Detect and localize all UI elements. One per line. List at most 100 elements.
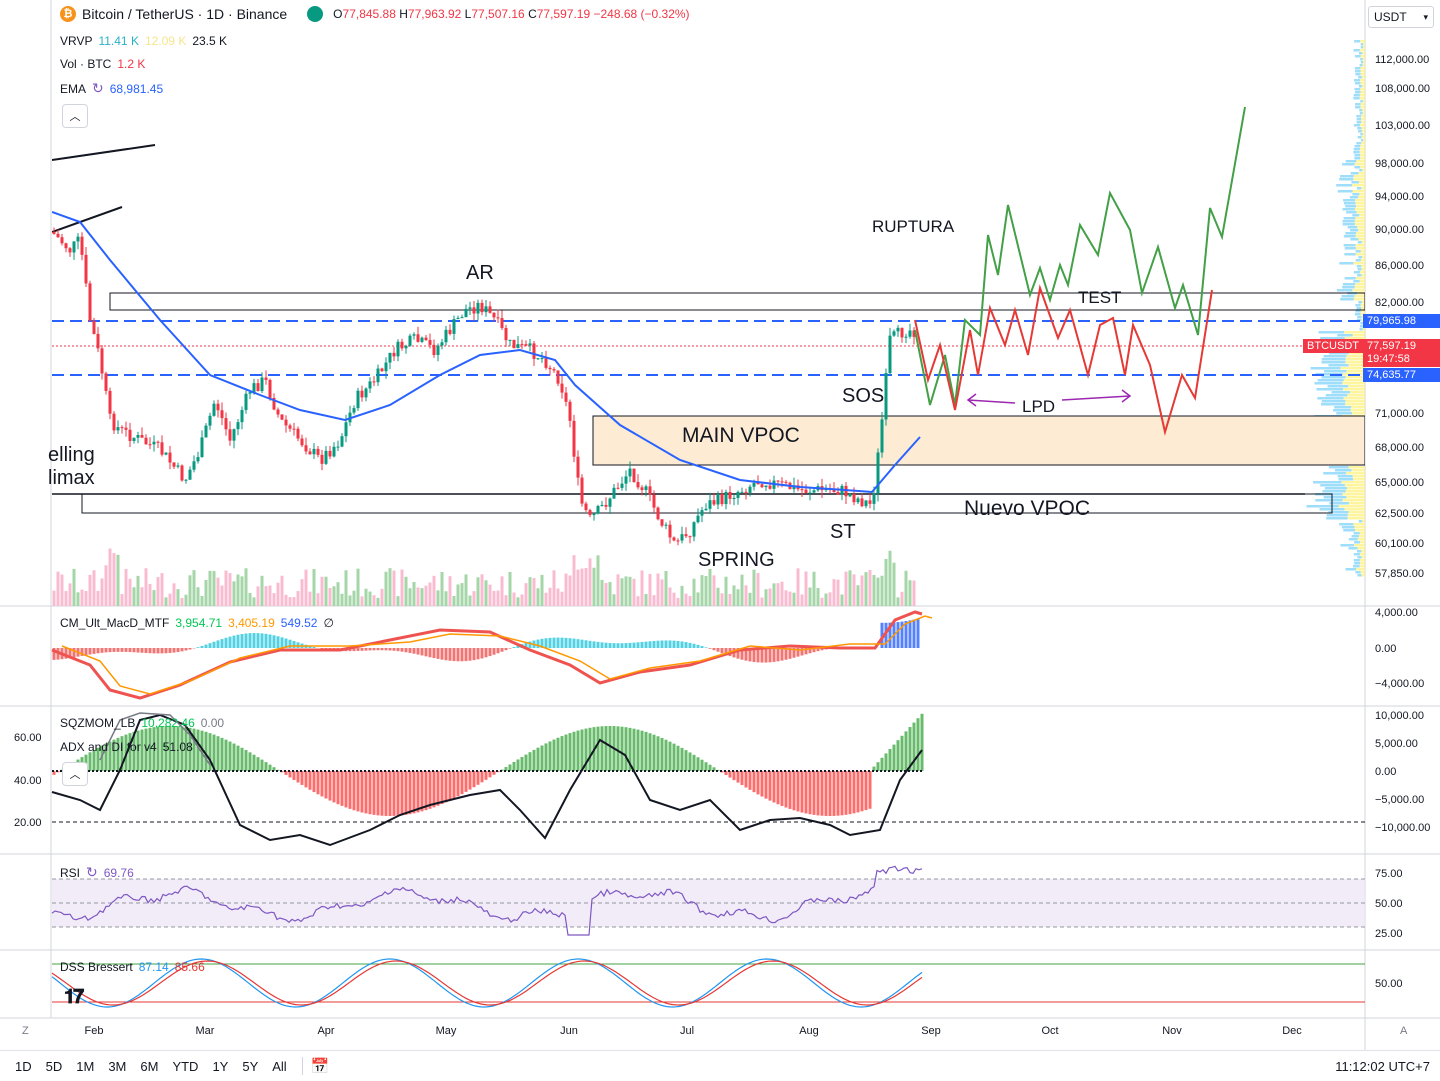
macd-bar: [113, 648, 116, 652]
test-label[interactable]: TEST: [1078, 288, 1121, 308]
macd-bar: [669, 640, 672, 648]
timezone-z-button[interactable]: Z: [22, 1025, 29, 1037]
macd-bar: [537, 640, 540, 648]
macd-bar: [657, 641, 660, 648]
timeframe-button[interactable]: 3M: [101, 1059, 133, 1074]
dss-tick-label: 50.00: [1375, 978, 1403, 990]
volume-bar: [461, 583, 464, 606]
candle: [81, 232, 84, 260]
volume-bar: [141, 587, 144, 606]
timeframe-button[interactable]: 1Y: [205, 1059, 235, 1074]
rsi-legend[interactable]: RSI ↻ 69.76: [60, 864, 134, 881]
adx-legend[interactable]: ADX and DI for v4 51.08: [60, 740, 193, 754]
dss-pane[interactable]: [52, 959, 1365, 1007]
volume-bar: [473, 591, 476, 606]
timeframe-button[interactable]: All: [265, 1059, 293, 1074]
macd-bar: [917, 619, 920, 648]
volume-bar: [353, 591, 356, 606]
price-tick-label: 62,500.00: [1375, 508, 1424, 520]
profile-bar: [1355, 286, 1365, 289]
month-label: Jun: [560, 1025, 578, 1037]
sos-label[interactable]: SOS: [842, 385, 884, 408]
volume-bar: [445, 591, 448, 606]
profile-bar: [1363, 58, 1365, 61]
profile-bar: [1363, 112, 1365, 115]
sqz-legend[interactable]: SQZMOM_LB 10,282.46 0.00: [60, 716, 224, 730]
collapse-pane-button[interactable]: ︿: [62, 762, 88, 786]
volume-legend[interactable]: Vol · BTC 1.2 K: [60, 57, 145, 71]
sqz-bar: [233, 744, 236, 771]
ar-label[interactable]: AR: [466, 262, 494, 285]
st-label[interactable]: ST: [830, 521, 856, 544]
macd-bar: [681, 641, 684, 648]
volume-bar: [893, 563, 896, 606]
support-box[interactable]: [82, 494, 1332, 513]
macd-bar: [133, 648, 136, 652]
rsi-pane[interactable]: [52, 866, 1365, 935]
symbol-header[interactable]: ₿ Bitcoin / TetherUS · 1D · Binance O77,…: [60, 6, 690, 22]
candle: [865, 500, 868, 508]
macd-bar: [105, 648, 108, 652]
profile-bar: [1343, 208, 1355, 211]
sqz-bar: [481, 771, 484, 782]
macd-bar: [477, 648, 480, 659]
candle: [353, 405, 356, 414]
macd-bar: [293, 641, 296, 648]
tradingview-logo[interactable]: 𝟏𝟕: [64, 986, 82, 1009]
ema-legend[interactable]: EMA ↻ 68,981.45: [60, 80, 163, 97]
currency-selector[interactable]: USDT ▾: [1368, 6, 1434, 28]
status-dot-icon: [307, 6, 323, 22]
volume-bar: [673, 593, 676, 606]
profile-bar: [1363, 64, 1365, 67]
sqz-bar: [701, 760, 704, 771]
macd-bar: [605, 643, 608, 648]
sqz-bar: [821, 771, 824, 816]
volume-bar: [841, 595, 844, 606]
sqz-bar: [541, 745, 544, 771]
nuevo-vpoc-label[interactable]: Nuevo VPOC: [964, 497, 1090, 521]
clock[interactable]: 11:12:02 UTC+7: [1335, 1059, 1430, 1074]
volume-bar: [73, 569, 76, 606]
timeframe-button[interactable]: YTD: [165, 1059, 205, 1074]
ruptura-label[interactable]: RUPTURA: [872, 217, 954, 237]
macd-tick-label: 0.00: [1375, 643, 1396, 655]
profile-bar: [1353, 151, 1359, 154]
vrvp-legend[interactable]: VRVP 11.41 K 12.09 K 23.5 K: [60, 34, 227, 48]
timeframe-button[interactable]: 5D: [39, 1059, 70, 1074]
volume-bar: [65, 591, 68, 606]
volume-bar: [769, 588, 772, 606]
timeframe-button[interactable]: 1D: [8, 1059, 39, 1074]
candle: [673, 536, 676, 541]
profile-bar: [1361, 43, 1363, 46]
main-vpoc-label[interactable]: MAIN VPOC: [682, 424, 800, 448]
timeframe-button[interactable]: 5Y: [235, 1059, 265, 1074]
timeframe-button[interactable]: 6M: [133, 1059, 165, 1074]
volume-bar: [185, 595, 188, 606]
macd-bar: [897, 622, 900, 648]
volume-bar: [125, 569, 128, 606]
squeeze-momentum-pane[interactable]: [52, 713, 1365, 845]
profile-bar: [1355, 91, 1360, 94]
date-range-icon[interactable]: 📅: [311, 1057, 330, 1075]
sqz-bar: [857, 771, 860, 812]
collapse-legend-button[interactable]: ︿: [62, 104, 88, 128]
auto-scale-button[interactable]: A: [1400, 1025, 1407, 1037]
profile-bar: [1355, 217, 1365, 220]
lpd-label[interactable]: LPD: [1022, 397, 1055, 417]
timeframe-button[interactable]: 1M: [69, 1059, 101, 1074]
profile-bar: [1361, 103, 1365, 106]
volume-bar: [801, 594, 804, 606]
macd-bar: [597, 642, 600, 648]
spring-label[interactable]: SPRING: [698, 549, 775, 572]
sqz-bar: [413, 771, 416, 813]
candle: [333, 442, 336, 457]
macd-bar: [189, 648, 192, 650]
price-axis[interactable]: 112,000.00108,000.00103,000.0098,000.009…: [14, 54, 1430, 990]
dss-legend[interactable]: DSS Bressert 87.14 85.66: [60, 960, 205, 974]
macd-legend[interactable]: CM_Ult_MacD_MTF 3,954.71 3,405.19 549.52…: [60, 616, 334, 630]
